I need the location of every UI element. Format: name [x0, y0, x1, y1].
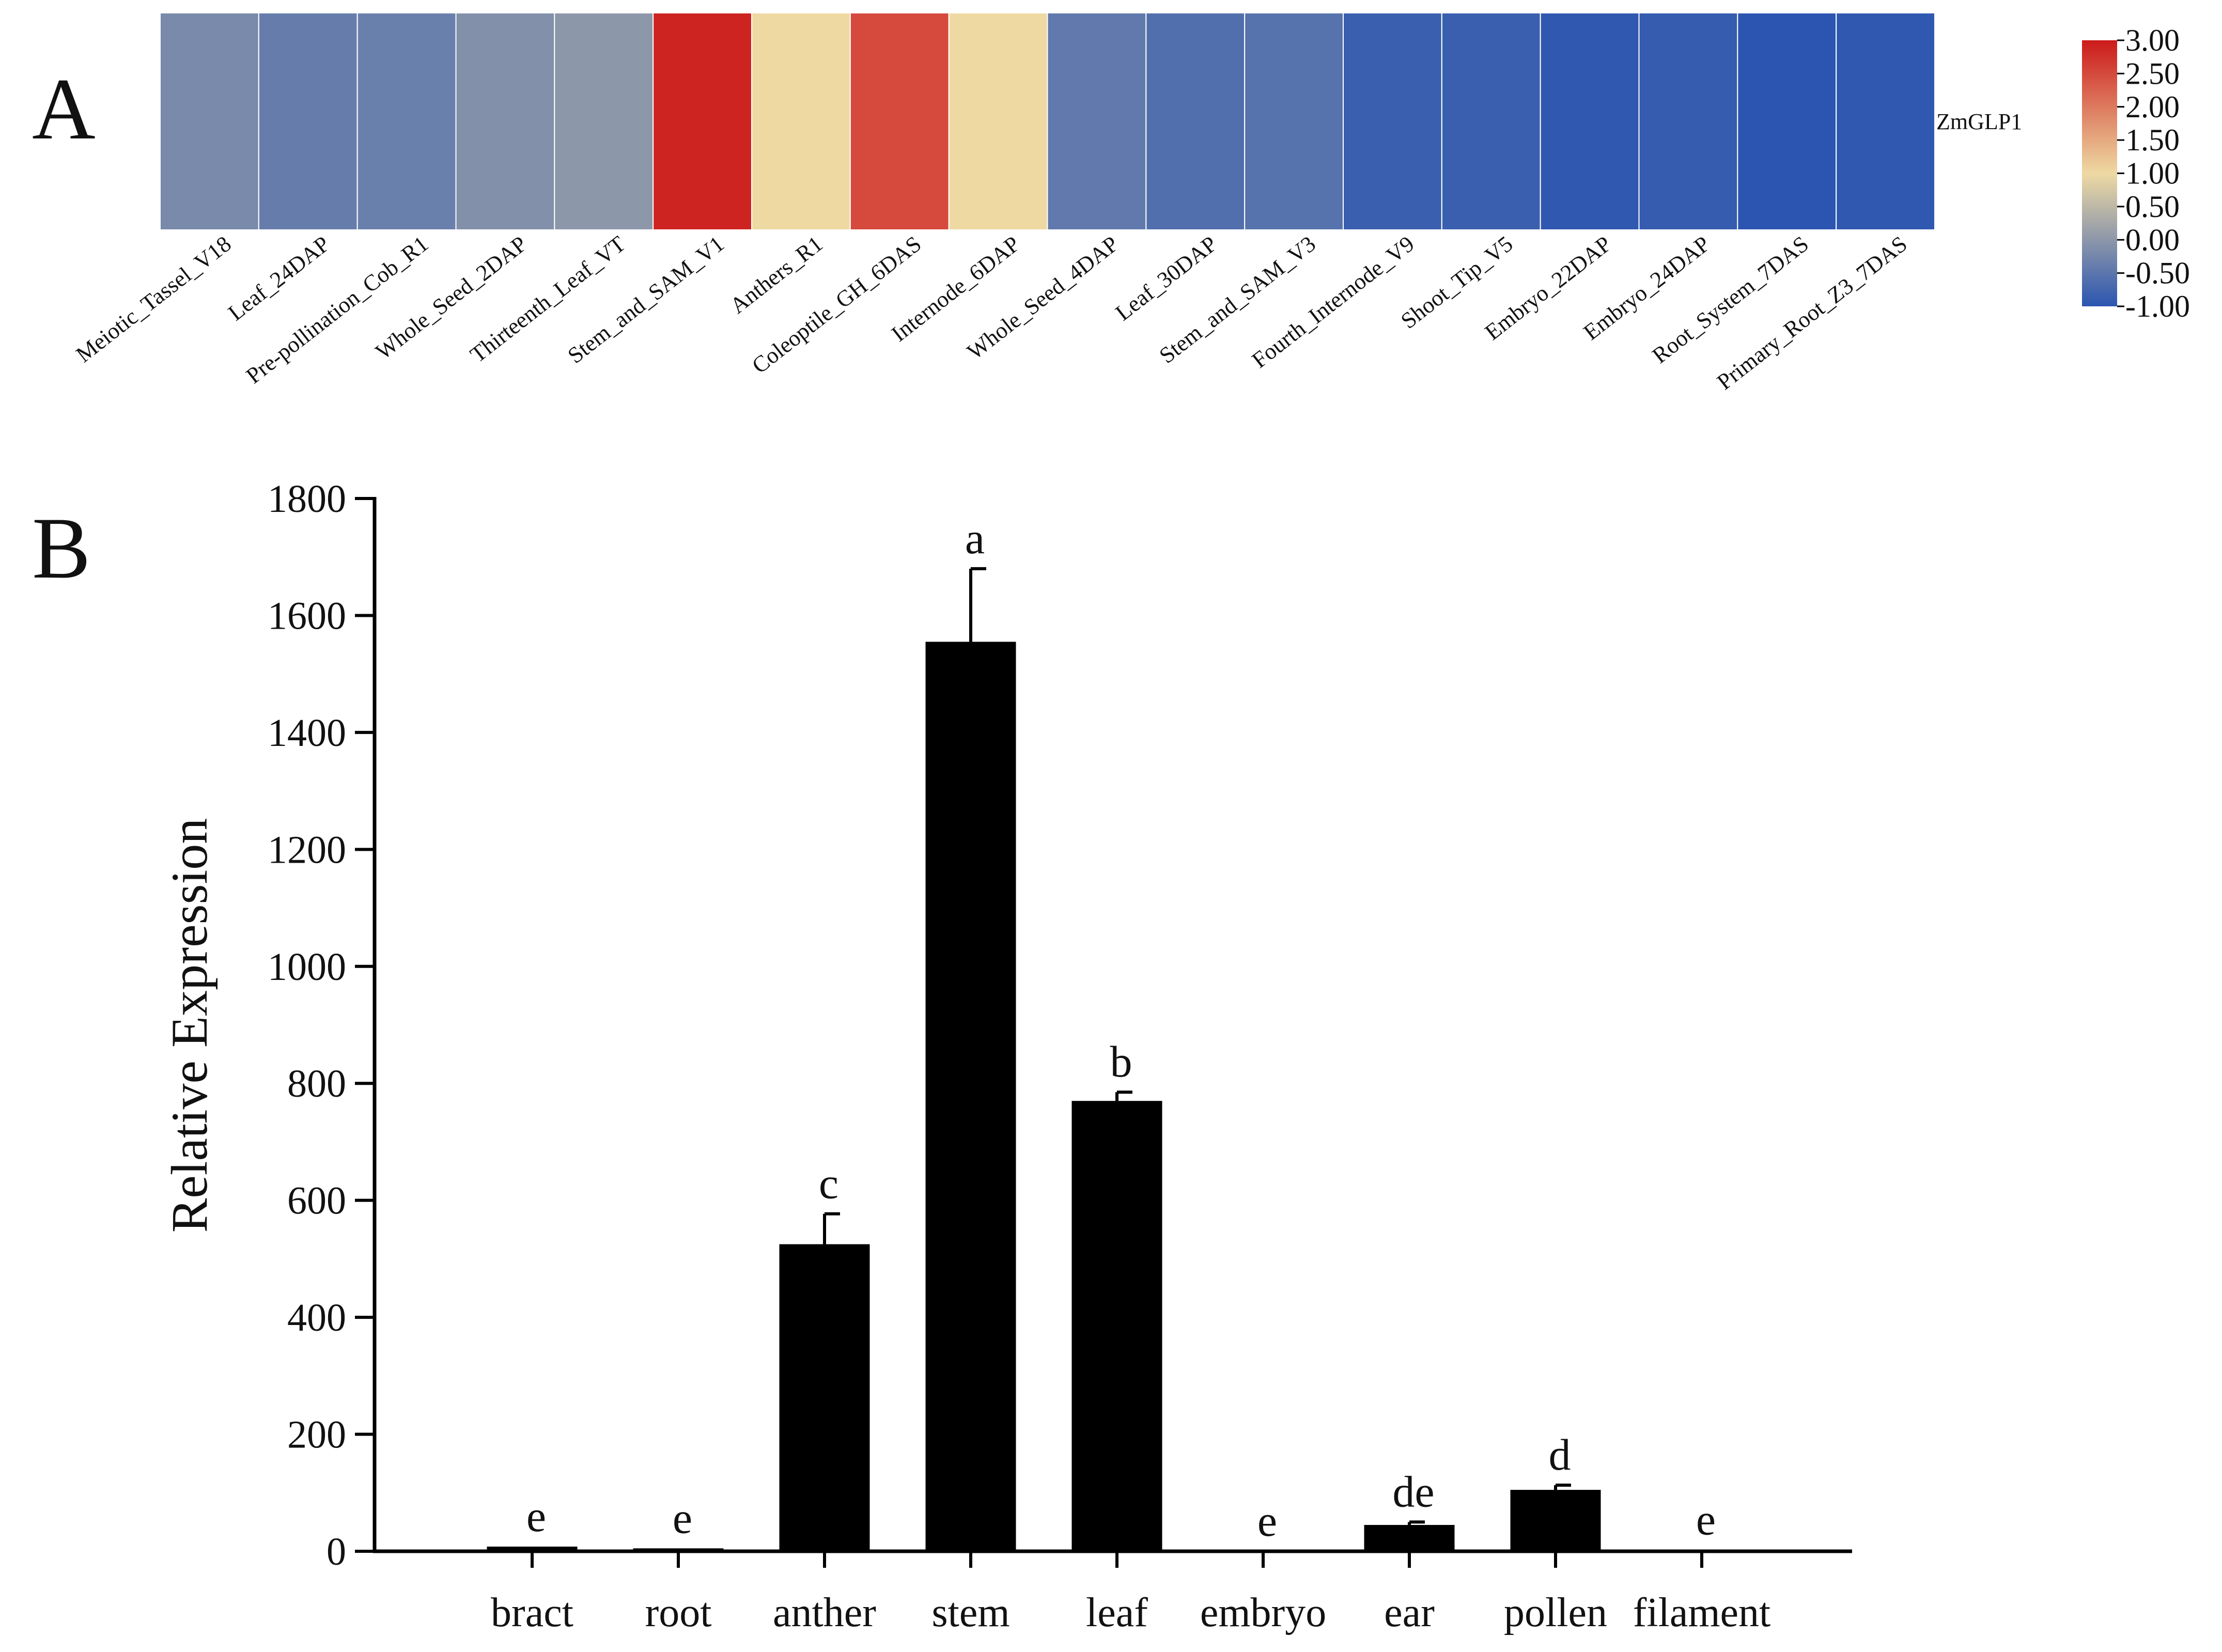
- heatmap-cell: [1047, 12, 1147, 230]
- heatmap-cell: [1343, 12, 1442, 230]
- y-tick-label: 0: [327, 1530, 346, 1573]
- x-tick-label: leaf: [1086, 1590, 1148, 1635]
- y-axis-title: Relative Expression: [161, 818, 218, 1233]
- y-tick-label: 600: [287, 1179, 346, 1223]
- colorbar-tick-label: 2.50: [2125, 56, 2180, 90]
- heatmap-cell: [1441, 12, 1541, 230]
- heatmap-cell: [1836, 12, 1936, 230]
- bar: [633, 1548, 724, 1551]
- colorbar-ticks: 3.002.502.001.501.000.500.00-0.50-1.00: [2117, 23, 2190, 323]
- colorbar-tick-label: -0.50: [2125, 256, 2190, 290]
- bar: [1510, 1490, 1601, 1551]
- x-tick-label: pollen: [1504, 1590, 1607, 1635]
- heatmap-cell: [1638, 12, 1738, 230]
- y-tick-label: 1600: [268, 594, 346, 637]
- heatmap-cell: [258, 12, 358, 230]
- colorbar-tick-label: 3.00: [2125, 23, 2180, 57]
- heatmap-cell: [356, 12, 457, 230]
- x-tick-label: stem: [931, 1590, 1009, 1635]
- panel-a-label: A: [32, 60, 96, 158]
- bar: [1656, 1550, 1747, 1551]
- y-tick-label: 800: [287, 1062, 346, 1105]
- bar: [925, 642, 1016, 1551]
- heatmap-cell: [849, 12, 950, 230]
- colorbar-tick-label: 1.00: [2125, 157, 2180, 191]
- colorbar-tick-label: 0.50: [2125, 190, 2180, 224]
- y-tick-label: 200: [287, 1413, 346, 1457]
- x-tick-label: root: [645, 1590, 712, 1635]
- significance-label: a: [965, 513, 985, 563]
- heatmap-column-label: Pre-pollination_Cob_R1: [241, 231, 433, 388]
- significance-label: b: [1110, 1037, 1132, 1086]
- y-tick-label: 400: [287, 1296, 346, 1339]
- significance-label: c: [819, 1159, 838, 1208]
- x-tick-label: embryo: [1200, 1590, 1326, 1635]
- y-tick-label: 1800: [268, 477, 346, 521]
- colorbar-tick-label: 1.50: [2125, 123, 2180, 157]
- colorbar-tick-label: 0.00: [2125, 223, 2180, 257]
- heatmap-cell: [652, 12, 752, 230]
- bar: [487, 1546, 578, 1551]
- bar: [779, 1244, 870, 1551]
- significance-label: d: [1549, 1430, 1571, 1479]
- heatmap: [160, 12, 1936, 230]
- y-axis-ticks: 0 200 400 600 800 1000 1200 1400 1600 1800: [268, 477, 375, 1573]
- heatmap-cell: [1540, 12, 1640, 230]
- x-axis-ticks: bract root anther stem leaf embryo ear pollen fi…: [491, 1551, 1770, 1635]
- significance-label: e: [1257, 1496, 1277, 1546]
- heatmap-cell: [554, 12, 654, 230]
- x-tick-label: ear: [1384, 1590, 1435, 1635]
- heatmap-column-labels: Meiotic_Tassel_V18Leaf_24DAPPre-pollinat…: [71, 231, 1912, 395]
- heatmap-cell: [1244, 12, 1344, 230]
- bar: [1071, 1101, 1162, 1551]
- significance-label: e: [673, 1493, 692, 1542]
- heatmap-column-label: Anthers_R1: [725, 231, 828, 319]
- significance-label: e: [1696, 1495, 1716, 1545]
- panel-b-label: B: [32, 500, 90, 597]
- heatmap-cell: [160, 12, 259, 230]
- x-tick-label: anther: [773, 1590, 876, 1635]
- colorbar-tick-label: 2.00: [2125, 90, 2180, 124]
- y-tick-label: 1400: [268, 711, 346, 755]
- heatmap-column-label: Primary_Root_Z3_7DAS: [1712, 231, 1912, 395]
- heatmap-row-label: ZmGLP1: [1936, 109, 2022, 134]
- heatmap-column-label: Coleoptile_GH_6DAS: [747, 231, 926, 378]
- heatmap-column-label: Meiotic_Tassel_V18: [71, 231, 236, 367]
- heatmap-cell: [751, 12, 851, 230]
- colorbar: [2082, 40, 2117, 306]
- heatmap-cell: [948, 12, 1048, 230]
- heatmap-cell: [1145, 12, 1246, 230]
- heatmap-column-label: Fourth_Internode_V9: [1247, 231, 1419, 373]
- x-tick-label: bract: [491, 1590, 573, 1635]
- significance-label: de: [1392, 1467, 1434, 1516]
- heatmap-cell: [455, 12, 555, 230]
- colorbar-tick-label: -1.00: [2125, 289, 2190, 323]
- x-tick-label: filament: [1633, 1590, 1771, 1635]
- heatmap-cell: [1737, 12, 1837, 230]
- bar: [1364, 1525, 1455, 1551]
- significance-label: e: [526, 1491, 546, 1541]
- y-tick-label: 1000: [268, 945, 346, 989]
- y-tick-label: 1200: [268, 828, 346, 871]
